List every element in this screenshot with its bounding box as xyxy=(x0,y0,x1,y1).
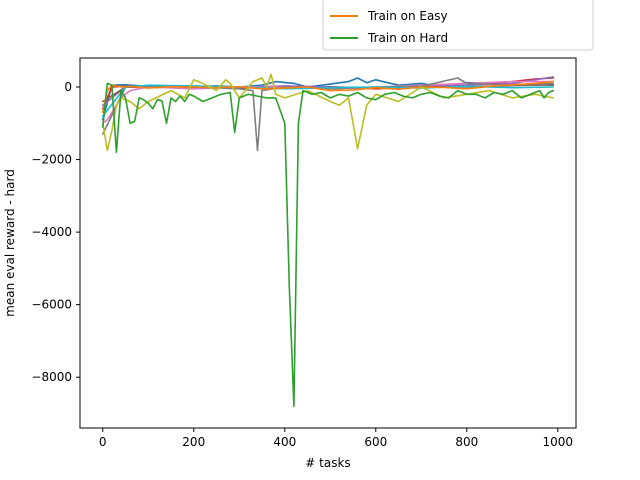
y-tick-label: −6000 xyxy=(31,298,72,312)
legend-box xyxy=(322,0,594,51)
legend: Train on Easy Train on Hard xyxy=(322,0,594,51)
plot-frame xyxy=(79,57,577,429)
plot-area xyxy=(102,73,555,408)
y-tick-label: 0 xyxy=(64,80,72,94)
y-tick-label: −2000 xyxy=(31,153,72,167)
x-tick-label: 200 xyxy=(182,435,205,449)
x-tick-label: 400 xyxy=(273,435,296,449)
legend-label: Train on Easy xyxy=(367,9,448,23)
y-axis-label: mean eval reward - hard xyxy=(3,169,17,317)
y-tick-label: −4000 xyxy=(31,225,72,239)
series-line-9 xyxy=(102,84,555,117)
x-tick-label: 0 xyxy=(99,435,107,449)
x-tick-label: 1000 xyxy=(543,435,574,449)
x-tick-label: 600 xyxy=(364,435,387,449)
series-line-0 xyxy=(102,80,555,114)
y-tick-label: −8000 xyxy=(31,370,72,384)
x-tick-label: 800 xyxy=(455,435,478,449)
x-axis: 0 200 400 600 800 1000 xyxy=(99,428,573,449)
x-axis-label: # tasks xyxy=(305,456,350,470)
series-line-8 xyxy=(102,73,555,152)
legend-label: Train on Hard xyxy=(367,31,448,45)
y-axis: −8000 −6000 −4000 −2000 0 xyxy=(31,80,80,384)
series-line-1 xyxy=(102,82,555,408)
